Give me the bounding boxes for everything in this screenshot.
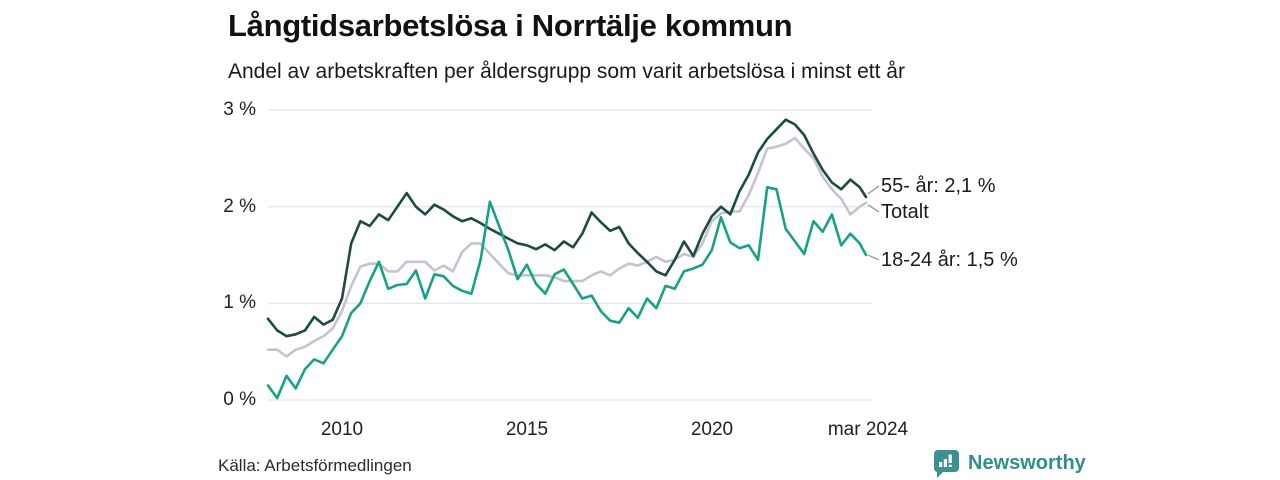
series-line-totalt — [266, 136, 868, 358]
series-line-55-r — [266, 118, 868, 338]
newsworthy-logo-icon — [933, 450, 959, 478]
x-tick-2010: 2010 — [320, 419, 364, 440]
y-tick-3: 3 % — [223, 99, 256, 120]
y-tick-2: 2 % — [223, 196, 256, 217]
series-label-totalt: Totalt — [881, 201, 929, 223]
brand-lockup: Newsworthy — [933, 449, 1086, 478]
y-tick-1: 1 % — [223, 292, 256, 313]
brand-name: Newsworthy — [968, 452, 1086, 474]
y-tick-0: 0 % — [223, 389, 256, 410]
x-tick-2015: 2015 — [505, 419, 549, 440]
x-tick-mar2024: mar 2024 — [827, 419, 909, 440]
chart-subtitle: Andel av arbetskraften per åldersgrupp s… — [228, 60, 905, 83]
label-connector-1 — [867, 204, 880, 213]
series-label-55-ar: 55- år: 2,1 % — [881, 175, 996, 197]
source-note: Källa: Arbetsförmedlingen — [218, 456, 412, 475]
label-connector-2 — [867, 254, 880, 261]
series-label-18-24: 18-24 år: 1,5 % — [881, 249, 1018, 271]
series-line-18-24-r — [266, 186, 868, 400]
x-tick-2020: 2020 — [690, 419, 734, 440]
page-title: Långtidsarbetslösa i Norrtälje kommun — [228, 8, 793, 43]
label-connector-0 — [867, 185, 880, 195]
